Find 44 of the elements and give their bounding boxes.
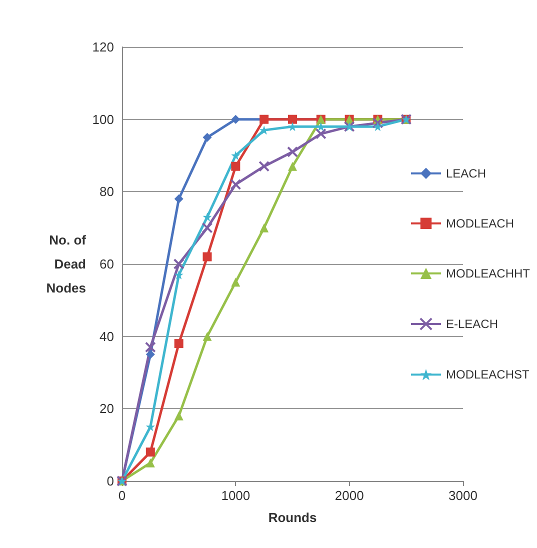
point xyxy=(202,222,213,234)
point xyxy=(231,114,240,124)
point xyxy=(174,270,184,280)
legend-label: LEACH xyxy=(446,166,486,180)
point xyxy=(287,146,298,158)
y-tick-label: 40 xyxy=(100,328,114,344)
point xyxy=(202,212,212,222)
point xyxy=(260,223,269,232)
y-tick-label: 100 xyxy=(92,112,114,127)
point xyxy=(146,350,155,359)
x-axis-title: Rounds xyxy=(268,510,317,525)
point xyxy=(144,342,156,353)
point xyxy=(231,278,240,287)
legend-label: MODLEACHHT xyxy=(446,266,531,280)
x-tick-label: 2000 xyxy=(334,488,364,503)
legend-label: E-LEACH xyxy=(446,317,498,331)
point xyxy=(315,128,326,140)
x-tick-label: 3000 xyxy=(448,488,478,503)
point xyxy=(202,132,212,142)
point xyxy=(288,162,297,171)
point xyxy=(202,252,212,262)
legend-label: MODLEACHST xyxy=(446,368,530,382)
point xyxy=(173,258,184,270)
y-tick-label: 0 xyxy=(106,474,114,488)
point xyxy=(174,194,184,204)
point xyxy=(202,332,212,341)
point xyxy=(146,448,155,457)
y-tick-label: 60 xyxy=(100,256,114,272)
y-tick-label: 120 xyxy=(92,40,114,54)
point xyxy=(230,178,242,190)
point xyxy=(231,151,240,160)
point xyxy=(174,339,184,348)
point xyxy=(372,117,384,128)
point xyxy=(258,160,270,172)
y-tick-label: 20 xyxy=(100,401,114,416)
legend-label: MODLEACH xyxy=(446,216,514,230)
point xyxy=(174,411,184,420)
point xyxy=(231,162,240,171)
point xyxy=(146,458,155,468)
x-tick-label: 0 xyxy=(118,488,126,503)
x-tick-label: 1000 xyxy=(221,488,250,503)
y-axis-title: No. of Dead Nodes xyxy=(46,232,87,296)
y-tick-label: 80 xyxy=(100,184,114,200)
point xyxy=(373,122,382,132)
